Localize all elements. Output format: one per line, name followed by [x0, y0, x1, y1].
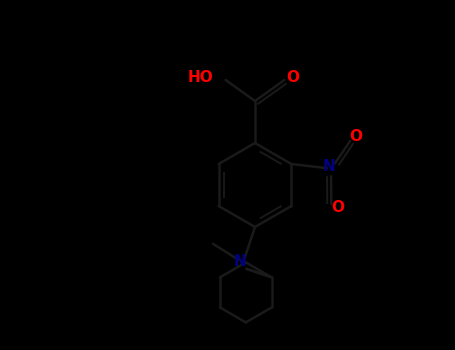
- Text: O: O: [350, 130, 363, 145]
- Text: N: N: [323, 159, 335, 174]
- Text: N: N: [234, 254, 247, 269]
- Text: HO: HO: [188, 70, 213, 85]
- Text: O: O: [286, 70, 299, 85]
- Text: O: O: [331, 201, 344, 215]
